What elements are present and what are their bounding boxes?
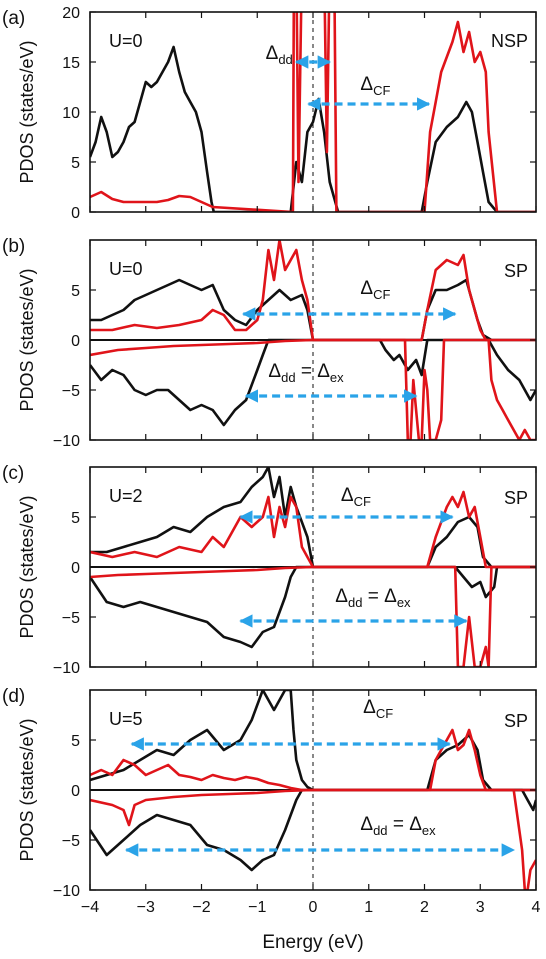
panel-1: −10 −5 0 5 (b) U=0 SP PDOS (states/eV) ΔCF Δdd = … [2, 236, 537, 450]
y-axis-label: PDOS (states/eV) [17, 718, 37, 861]
y-tick-label: −5 [62, 833, 80, 850]
gap-annotation: Δdd = Δex [268, 361, 344, 385]
series-group [90, 467, 536, 667]
y-tick-label: 20 [62, 5, 80, 22]
gap-annotation: ΔCF [360, 74, 390, 98]
gap-annotation: ΔCF [360, 278, 390, 302]
y-tick-label: 5 [71, 510, 80, 527]
y-tick-label: 5 [71, 733, 80, 750]
series-line-red [90, 788, 536, 890]
mode-label: SP [504, 711, 528, 731]
y-tick-label: −10 [53, 433, 80, 450]
series-line-red [90, 12, 536, 212]
x-tick-label: −4 [81, 899, 99, 916]
x-tick-label: 0 [309, 899, 318, 916]
x-tick-label: −2 [192, 899, 210, 916]
panel-label: (b) [2, 236, 25, 257]
y-axis-label: PDOS (states/eV) [17, 268, 37, 411]
gap-annotation: ΔCF [341, 485, 371, 509]
series-line-black [90, 690, 536, 792]
panel-label: (d) [2, 686, 25, 707]
y-tick-label: 0 [71, 333, 80, 350]
x-tick-label: 4 [532, 899, 541, 916]
panel-0: 0 5 10 15 20 (a) U=0 NSP PDOS (states/eV) Δdd ΔCF [2, 5, 537, 222]
y-tick-label: −10 [53, 883, 80, 900]
x-axis-label: Energy (eV) [262, 932, 363, 953]
u-label: U=2 [109, 486, 143, 506]
x-tick-label: −1 [248, 899, 266, 916]
y-tick-label: 15 [62, 55, 80, 72]
y-tick-label: 0 [71, 783, 80, 800]
series-line-red [90, 240, 536, 342]
x-tick-label: 1 [364, 899, 373, 916]
mode-label: SP [504, 261, 528, 281]
y-tick-label: 10 [62, 105, 80, 122]
y-tick-label: 0 [71, 560, 80, 577]
series-group [90, 12, 536, 212]
gap-annotation: ΔCF [363, 697, 393, 721]
u-label: U=0 [109, 259, 143, 279]
series-line-black [90, 278, 536, 342]
mode-label: NSP [491, 31, 528, 51]
y-tick-label: −5 [62, 383, 80, 400]
x-tick-label: 2 [420, 899, 429, 916]
gap-annotation: Δdd = Δex [335, 586, 411, 610]
series-line-red [90, 565, 536, 667]
series-line-black [90, 467, 536, 569]
series-line-red [90, 338, 536, 440]
u-label: U=0 [109, 31, 143, 51]
gap-annotation: Δdd [266, 43, 293, 67]
panel-label: (a) [2, 8, 25, 29]
y-tick-label: −5 [62, 610, 80, 627]
x-tick-label: 3 [476, 899, 485, 916]
panel-label: (c) [2, 463, 24, 484]
series-group [90, 240, 536, 440]
series-group [90, 690, 536, 890]
y-tick-label: 5 [71, 283, 80, 300]
y-axis-label: PDOS (states/eV) [17, 495, 37, 638]
u-label: U=5 [109, 709, 143, 729]
gap-annotation: Δdd = Δex [360, 814, 436, 838]
y-axis-label: PDOS (states/eV) [17, 40, 37, 183]
panel-2: −10 −5 0 5 (c) U=2 SP PDOS (states/eV) ΔCF Δdd = … [2, 463, 537, 677]
y-tick-label: 0 [71, 205, 80, 222]
y-tick-label: 5 [71, 155, 80, 172]
x-tick-label: −3 [137, 899, 155, 916]
series-line-red [90, 728, 536, 792]
series-line-red [90, 490, 536, 569]
mode-label: SP [504, 488, 528, 508]
y-tick-label: −10 [53, 660, 80, 677]
